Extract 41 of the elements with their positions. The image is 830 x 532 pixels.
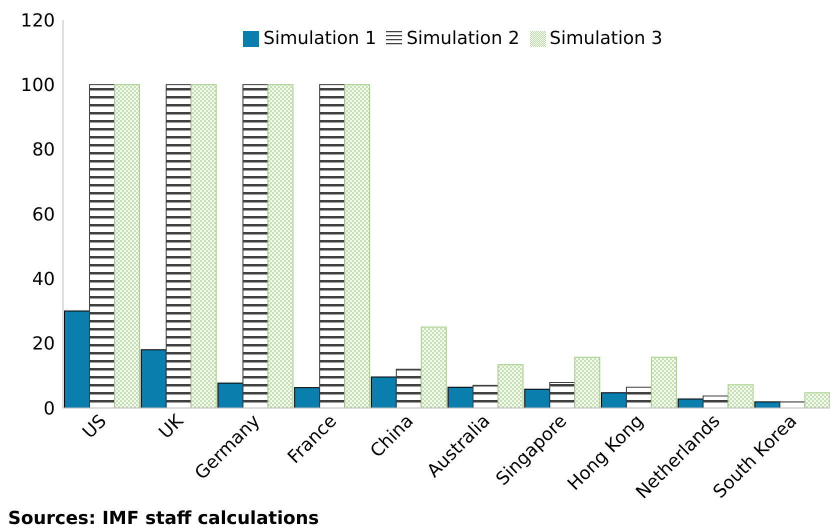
bar: [166, 84, 192, 408]
bar: [140, 349, 167, 408]
bar: [319, 84, 346, 408]
bar: [89, 84, 116, 408]
bar: [267, 84, 294, 408]
y-tick-label: 80: [32, 140, 55, 161]
x-tick-label: US: [78, 410, 111, 443]
x-tick-label: UK: [155, 410, 188, 444]
bar: [498, 364, 524, 408]
y-tick-label: 40: [32, 269, 55, 290]
bar: [728, 384, 754, 408]
y-tick-label: 20: [32, 334, 55, 355]
bar: [574, 356, 600, 408]
legend-label: Simulation 3: [550, 28, 663, 49]
y-tick-label: 100: [20, 75, 55, 96]
bar: [702, 396, 729, 408]
legend-label: Simulation 2: [406, 28, 520, 49]
bar: [524, 388, 550, 408]
bar: [190, 84, 217, 408]
bar: [370, 376, 397, 408]
bar: [650, 356, 677, 408]
source-note: Sources: IMF staff calculations: [8, 508, 320, 529]
y-tick-label: 60: [32, 204, 55, 226]
bar: [549, 382, 576, 408]
bar: [626, 386, 652, 408]
bar: [448, 386, 474, 408]
bar: [64, 310, 90, 408]
bar: [678, 398, 704, 408]
bar: [804, 392, 830, 408]
bar: [472, 384, 499, 408]
bar: [396, 368, 422, 408]
bar: [242, 84, 268, 408]
bar: [420, 326, 447, 408]
legend-label: Simulation 1: [263, 28, 376, 49]
bar: [217, 382, 244, 408]
bar: [114, 84, 140, 408]
bar: [600, 392, 627, 408]
bar: [294, 387, 320, 408]
y-tick-label: 0: [44, 398, 55, 420]
bar: [344, 84, 370, 408]
y-tick-label: 120: [20, 10, 55, 32]
